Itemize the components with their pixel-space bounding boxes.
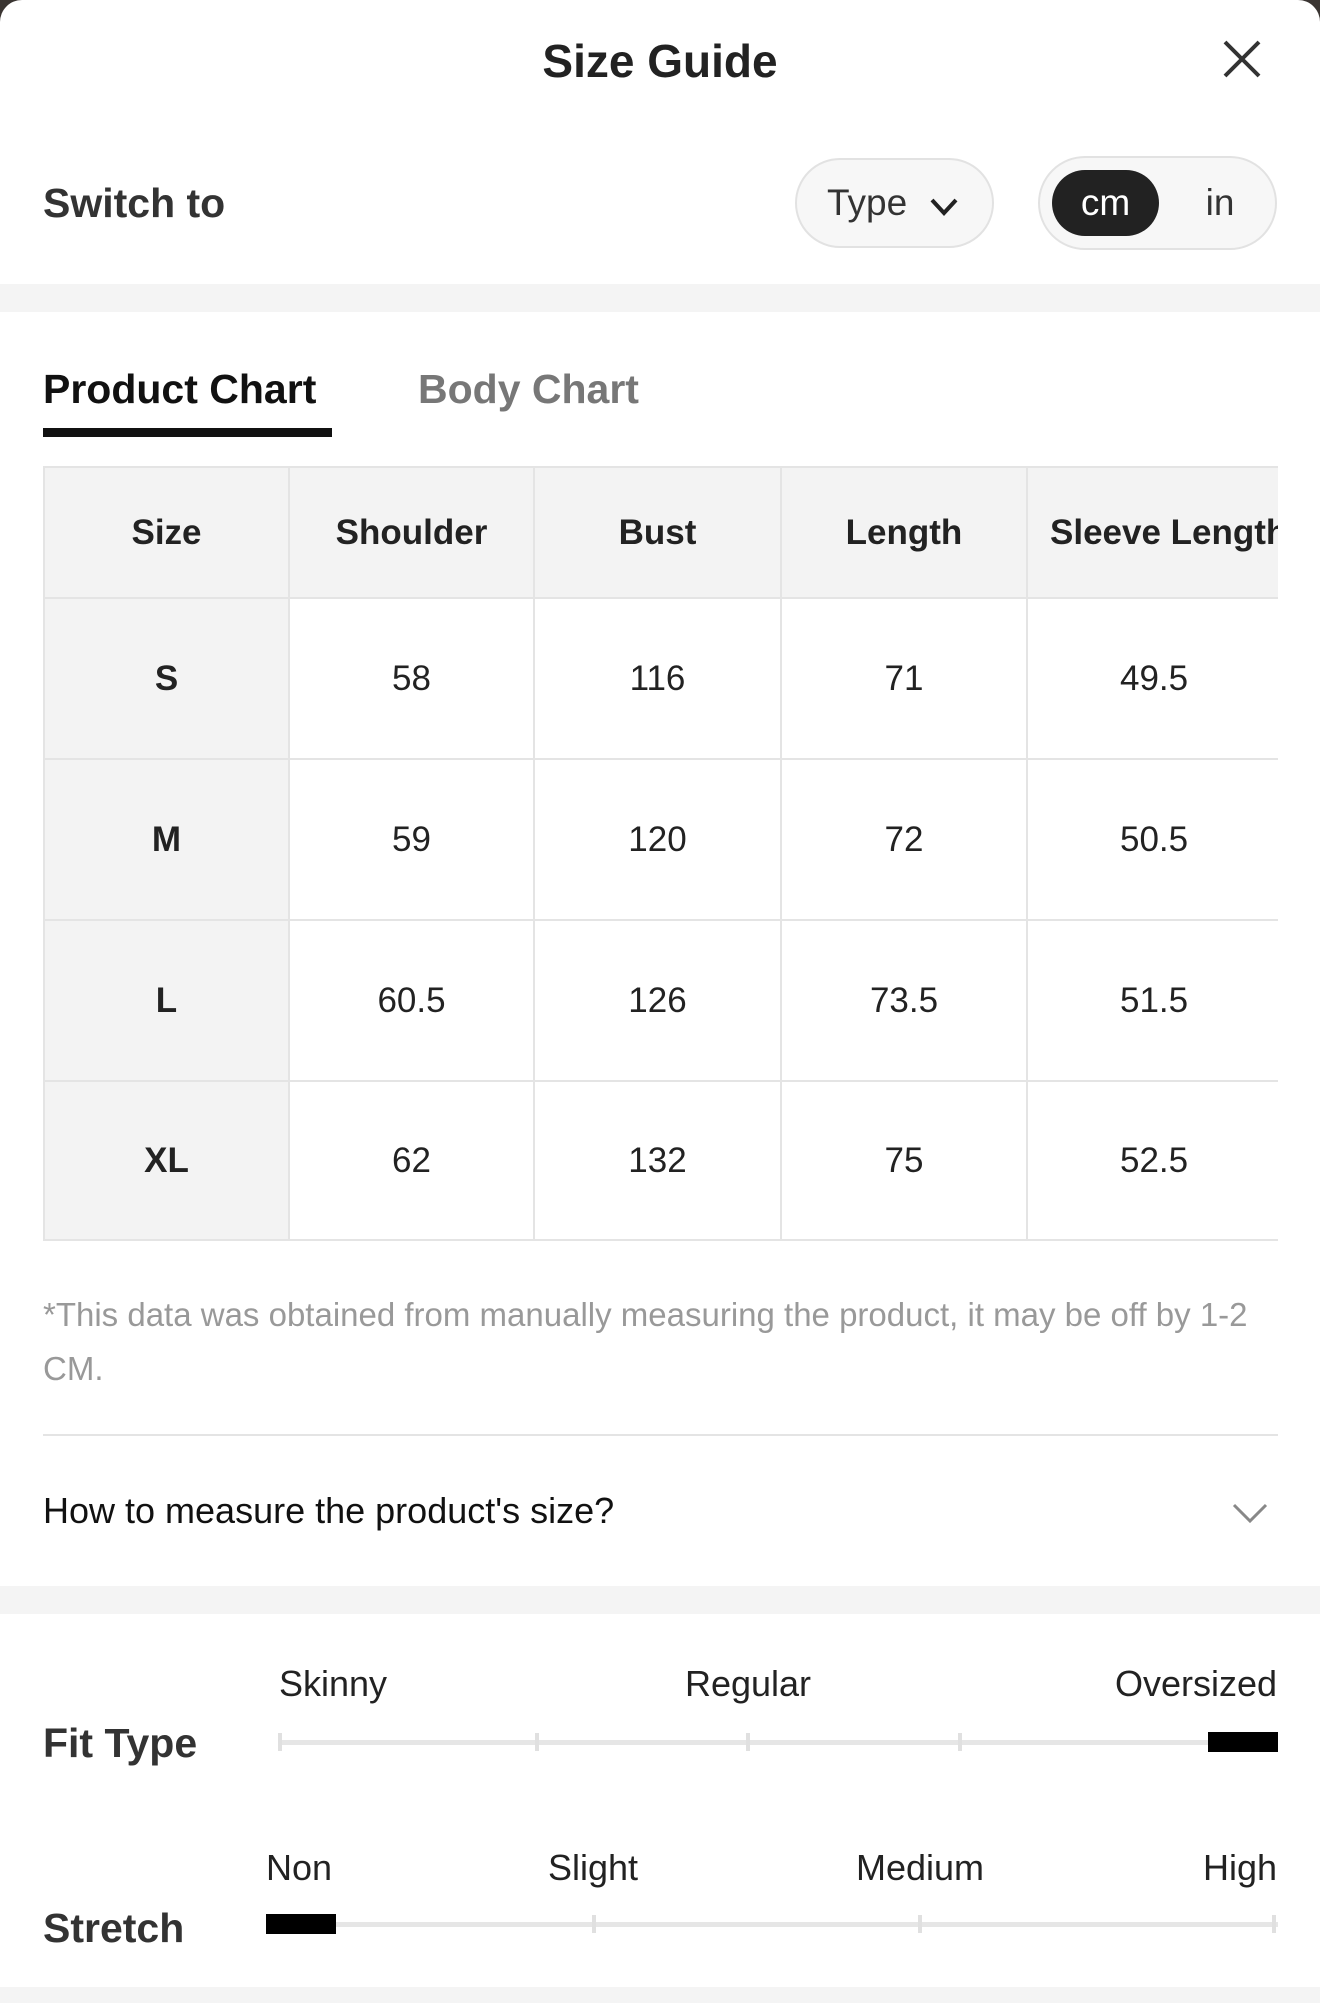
type-dropdown[interactable]: Type [795,158,994,248]
tab-body-chart[interactable]: Body Chart [418,366,639,412]
dropdown-icon [930,198,958,216]
close-button[interactable] [1222,39,1262,79]
unit-in[interactable]: in [1205,182,1235,223]
stretch-level: High [1202,1847,1277,1888]
stretch-indicator [266,1914,336,1934]
switch-label: Switch to [43,180,226,226]
stretch-tick [918,1915,922,1933]
type-label: Type [827,182,908,223]
divider-band [0,1586,1320,1614]
stretch-level: Non [266,1847,333,1888]
table-cell: 72 [780,758,1028,921]
tab-product-chart[interactable]: Product Chart [43,366,317,412]
table-cell: 73.5 [780,919,1028,1082]
table-cell: 116 [533,597,782,760]
row-header: M [43,758,290,921]
size-table: Size Shoulder Bust Length Sleeve Length S 58 11… [43,466,1278,1241]
fit-tick [278,1733,282,1751]
column-header: Sleeve Length [1026,466,1278,599]
fit-tick [746,1733,750,1751]
note: *This data was obtained from manually me… [43,1296,1248,1387]
fit-tick [958,1733,962,1751]
table-cell: 58 [288,597,535,760]
table-cell: 62 [288,1080,535,1241]
divider-band [0,1987,1320,2003]
column-header: Size [43,466,290,599]
fit-indicator [1208,1732,1278,1752]
table-cell: 71 [780,597,1028,760]
table-cell: 75 [780,1080,1028,1241]
table-cell: 60.5 [288,919,535,1082]
stretch-label: Stretch [43,1905,185,1951]
table-cell: 51.5 [1026,919,1278,1082]
fit-track [279,1740,1278,1745]
stretch-level: Medium [855,1847,985,1888]
row-header: S [43,597,290,760]
fit-level: Oversized [1114,1663,1277,1704]
table-cell: 59 [288,758,535,921]
row-header: XL [43,1080,290,1241]
fit-tick [535,1733,539,1751]
stretch-level: Slight [547,1847,639,1888]
table-cell: 120 [533,758,782,921]
fit-level: Skinny [279,1663,388,1704]
divider [43,1434,1278,1436]
stretch-tick [1272,1915,1276,1933]
expand-icon[interactable] [1232,1502,1268,1524]
unit-cm[interactable]: cm [1052,170,1159,236]
table-cell: 49.5 [1026,597,1278,760]
divider-band [0,284,1320,312]
table-cell: 52.5 [1026,1080,1278,1241]
unit-toggle: cm in [1038,156,1277,250]
fit-type-label: Fit Type [43,1720,198,1766]
tab-underline [43,428,332,437]
faq-question[interactable]: How to measure the product's size? [43,1490,615,1531]
column-header: Shoulder [288,466,535,599]
fit-level: Regular [684,1663,812,1704]
stretch-track [266,1922,1278,1927]
row-header: L [43,919,290,1082]
table-cell: 50.5 [1026,758,1278,921]
table-cell: 126 [533,919,782,1082]
column-header: Length [780,466,1028,599]
table-cell: 132 [533,1080,782,1241]
column-header: Bust [533,466,782,599]
stretch-tick [592,1915,596,1933]
title: Size Guide [542,35,778,87]
